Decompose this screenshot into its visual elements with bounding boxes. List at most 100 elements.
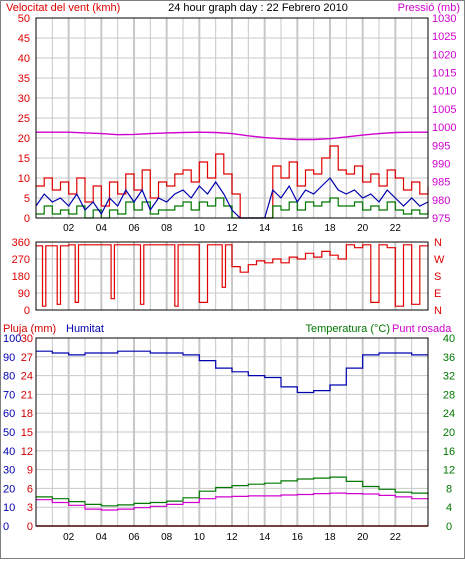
rain-tick-label: 24 bbox=[21, 371, 33, 383]
rain-tick-label: 9 bbox=[27, 465, 33, 477]
x-tick-label: 18 bbox=[324, 532, 336, 543]
rain-tick-label: 15 bbox=[21, 427, 33, 439]
wind-panel-frame bbox=[35, 17, 429, 219]
pressure-tick-label: 995 bbox=[432, 140, 450, 152]
x-tick-label: 04 bbox=[96, 532, 108, 543]
temperature-tick-label: 0 bbox=[446, 521, 452, 533]
temperature-tick-label: 12 bbox=[443, 465, 455, 477]
wind-tick-label: 25 bbox=[18, 113, 30, 125]
x-tick-label: 20 bbox=[357, 532, 369, 543]
direction-tick-label: 270 bbox=[12, 254, 30, 266]
pressure-tick-label: 985 bbox=[432, 177, 450, 189]
temperature-tick-label: 4 bbox=[446, 502, 452, 514]
x-tick-label: 10 bbox=[194, 532, 206, 543]
temperature-tick-label: 28 bbox=[443, 389, 455, 401]
x-tick-label: 04 bbox=[96, 223, 108, 234]
x-tick-label: 14 bbox=[259, 223, 271, 234]
x-tick-label: 18 bbox=[324, 223, 336, 234]
direction-panel-frame bbox=[35, 241, 429, 311]
humidity-tick-label: 50 bbox=[3, 427, 15, 439]
temperature-line bbox=[36, 476, 429, 507]
x-tick-label: 22 bbox=[390, 532, 402, 543]
humidity-tick-label: 60 bbox=[3, 408, 15, 420]
x-tick-label: 06 bbox=[128, 532, 140, 543]
rain-axis-label: Pluja (mm) bbox=[3, 323, 56, 335]
x-tick-label: 22 bbox=[390, 223, 402, 234]
chart-title: 24 hour graph day : 22 Febrero 2010 bbox=[168, 2, 348, 14]
wind-avg-line bbox=[35, 177, 429, 219]
wind-panel-series bbox=[35, 131, 429, 219]
climate-panel-grid bbox=[36, 338, 428, 526]
humidity-tick-label: 70 bbox=[3, 389, 15, 401]
pressure-tick-label: 980 bbox=[432, 195, 450, 207]
pressure-tick-label: 1015 bbox=[432, 68, 456, 80]
x-tick-label: 14 bbox=[259, 532, 271, 543]
direction-panel-series bbox=[36, 244, 429, 307]
pressure-tick-label: 1000 bbox=[432, 122, 456, 134]
pressure-line bbox=[36, 131, 428, 141]
wind-tick-label: 20 bbox=[18, 133, 30, 145]
humidity-line bbox=[36, 350, 428, 394]
pressure-tick-label: 990 bbox=[432, 158, 450, 170]
pressure-tick-label: 1010 bbox=[432, 86, 456, 98]
wind-tick-label: 35 bbox=[18, 73, 30, 85]
wind-direction-line bbox=[36, 244, 429, 307]
temperature-tick-label: 16 bbox=[443, 446, 455, 458]
humidity-axis-label: Humitat bbox=[66, 323, 104, 335]
wind-tick-label: 30 bbox=[18, 93, 30, 105]
direction-tick-label: 360 bbox=[12, 237, 30, 249]
pressure-axis-label: Pressió (mb) bbox=[398, 2, 460, 14]
wind-tick-label: 50 bbox=[18, 13, 30, 25]
compass-label: S bbox=[434, 271, 441, 283]
rain-tick-label: 0 bbox=[27, 521, 33, 533]
x-tick-label: 16 bbox=[292, 532, 304, 543]
wind-min-line bbox=[36, 197, 429, 219]
pressure-tick-label: 975 bbox=[432, 213, 450, 225]
compass-label: W bbox=[434, 254, 445, 266]
x-tick-label: 12 bbox=[226, 223, 238, 234]
humidity-tick-label: 30 bbox=[3, 465, 15, 477]
direction-tick-label: 90 bbox=[18, 288, 30, 300]
x-tick-label: 12 bbox=[226, 532, 238, 543]
pressure-tick-label: 1030 bbox=[432, 13, 456, 25]
wind-gust-line bbox=[36, 145, 429, 219]
humidity-tick-label: 100 bbox=[3, 333, 21, 345]
rain-tick-label: 12 bbox=[21, 446, 33, 458]
temperature-tick-label: 36 bbox=[443, 352, 455, 364]
compass-label: E bbox=[434, 288, 441, 300]
humidity-tick-label: 0 bbox=[3, 521, 9, 533]
humidity-tick-label: 20 bbox=[3, 483, 15, 495]
climate-panel-axes: 0102030405060708090100036912151821242730… bbox=[3, 333, 455, 543]
temperature-tick-label: 40 bbox=[443, 333, 455, 345]
pressure-tick-label: 1020 bbox=[432, 49, 456, 61]
wind-tick-label: 0 bbox=[24, 213, 30, 225]
x-tick-label: 06 bbox=[128, 223, 140, 234]
temperature-axis-label: Temperatura (°C) bbox=[306, 323, 390, 335]
wind-tick-label: 5 bbox=[24, 193, 30, 205]
temperature-tick-label: 24 bbox=[443, 408, 455, 420]
compass-label: N bbox=[434, 305, 442, 317]
x-tick-label: 02 bbox=[63, 532, 75, 543]
rain-tick-label: 3 bbox=[27, 502, 33, 514]
direction-tick-label: 0 bbox=[24, 305, 30, 317]
x-tick-label: 16 bbox=[292, 223, 304, 234]
dewpoint-line bbox=[36, 492, 429, 511]
humidity-tick-label: 90 bbox=[3, 352, 15, 364]
x-tick-label: 08 bbox=[161, 532, 173, 543]
rain-tick-label: 6 bbox=[27, 483, 33, 495]
direction-tick-label: 180 bbox=[12, 271, 30, 283]
x-tick-label: 08 bbox=[161, 223, 173, 234]
climate-panel-frame bbox=[35, 337, 429, 527]
rain-tick-label: 27 bbox=[21, 352, 33, 364]
pressure-tick-label: 1025 bbox=[432, 31, 456, 43]
x-tick-label: 02 bbox=[63, 223, 75, 234]
compass-label: N bbox=[434, 237, 442, 249]
wind-axis-label: Velocitat del vent (kmh) bbox=[6, 2, 120, 14]
temperature-tick-label: 20 bbox=[443, 427, 455, 439]
rain-tick-label: 21 bbox=[21, 389, 33, 401]
dewpoint-axis-label: Punt rosada bbox=[392, 323, 452, 335]
rain-tick-label: 30 bbox=[21, 333, 33, 345]
